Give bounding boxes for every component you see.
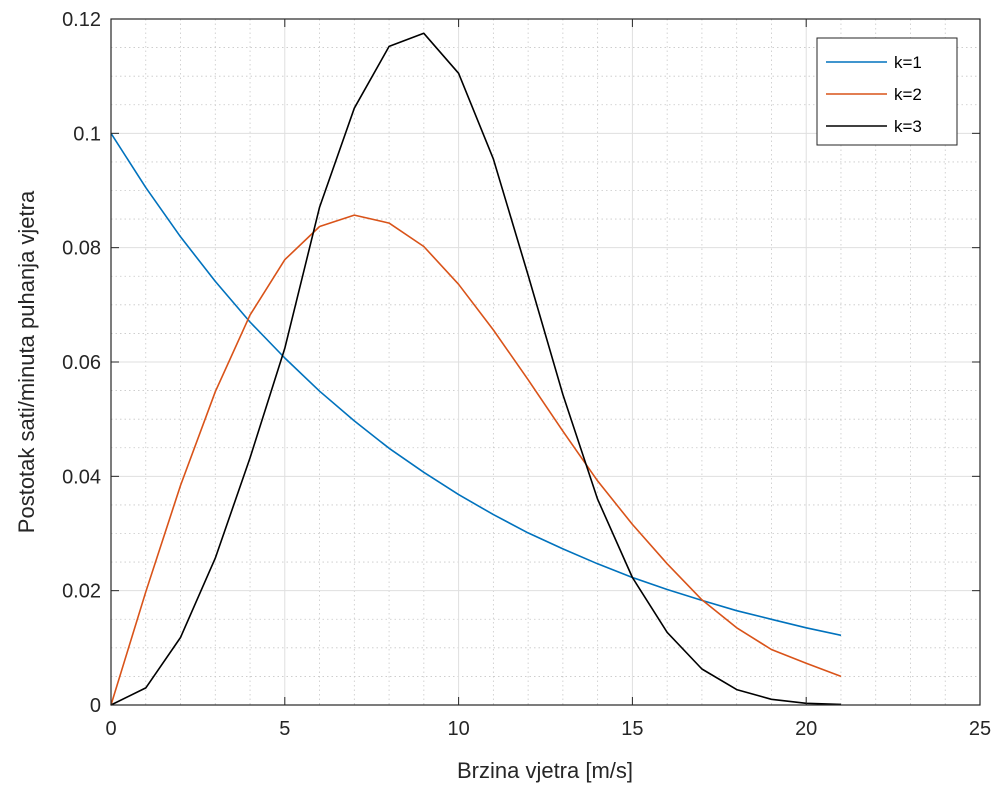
x-tick-label: 5 <box>279 718 290 740</box>
y-tick-label: 0.06 <box>62 352 101 374</box>
series-line-k1 <box>110 132 842 637</box>
y-tick-label: 0.1 <box>73 123 101 145</box>
series-line-k3 <box>110 32 842 706</box>
y-tick-label: 0.04 <box>62 466 101 488</box>
series-layer <box>110 32 842 706</box>
y-tick-label: 0.08 <box>62 238 101 260</box>
x-tick-label: 25 <box>969 718 991 740</box>
legend-box <box>816 37 958 146</box>
legend-label: k=2 <box>894 85 922 104</box>
x-tick-label: 0 <box>105 718 116 740</box>
y-tick-label: 0 <box>90 695 101 717</box>
series-line-k2 <box>110 214 842 706</box>
axis-ticks <box>110 18 981 706</box>
legend: k=1 k=2 k=3 <box>816 37 958 146</box>
x-tick-labels: 0 5 10 15 20 25 <box>105 718 991 740</box>
legend-label: k=3 <box>894 117 922 136</box>
y-tick-label: 0.12 <box>62 9 101 31</box>
x-tick-label: 10 <box>447 718 469 740</box>
major-grid <box>111 19 980 705</box>
x-axis-label: Brzina vjetra [m/s] <box>457 758 633 783</box>
x-tick-label: 20 <box>795 718 817 740</box>
y-axis-label: Postotak sati/minuta puhanja vjetra <box>14 190 39 533</box>
x-tick-label: 15 <box>621 718 643 740</box>
legend-label: k=1 <box>894 53 922 72</box>
y-tick-label: 0.02 <box>62 581 101 603</box>
y-tick-labels: 0 0.02 0.04 0.06 0.08 0.1 0.12 <box>62 9 101 717</box>
